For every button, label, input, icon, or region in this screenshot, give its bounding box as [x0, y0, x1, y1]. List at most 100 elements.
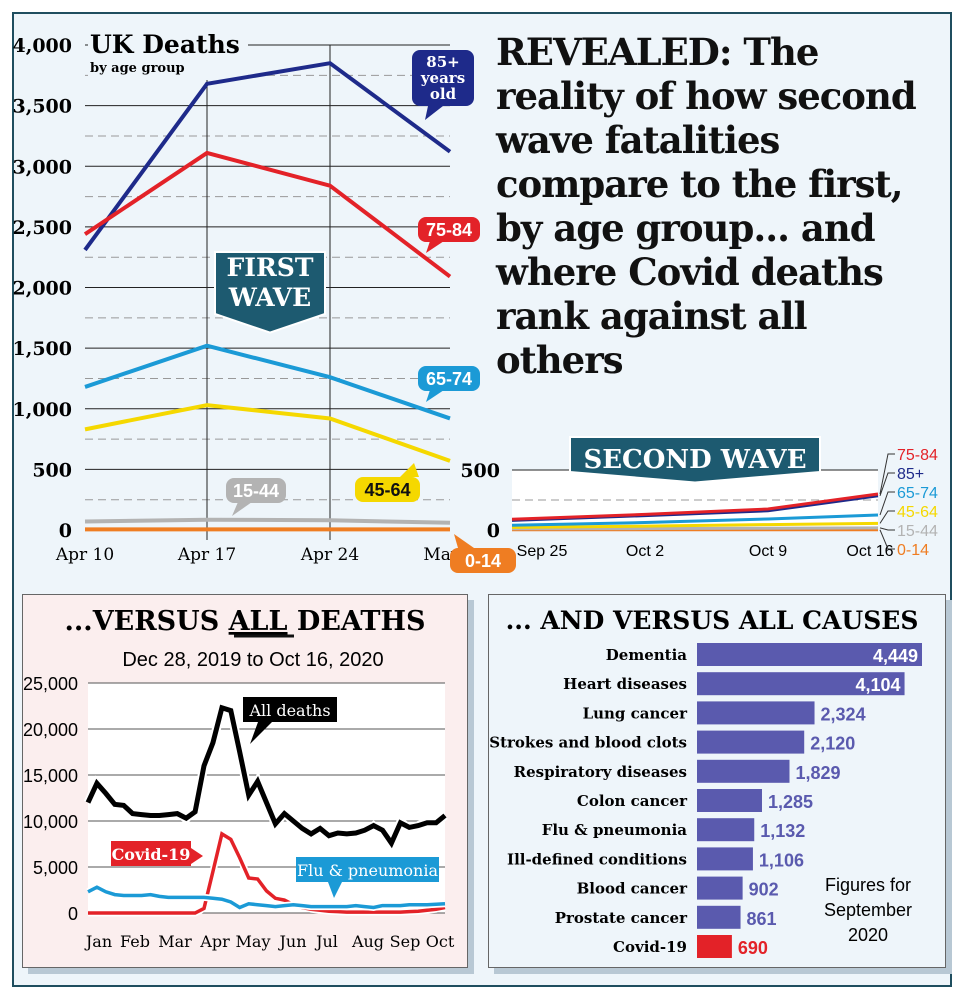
x-tick-label: Oct	[426, 932, 455, 951]
series-line-85-years-old	[83, 61, 452, 252]
series-label-tail	[328, 882, 342, 898]
x-tick-label: May	[236, 932, 271, 951]
bar-value-label: 1,829	[795, 763, 840, 783]
bar	[697, 847, 753, 871]
series-label-bubble-tail	[454, 534, 474, 548]
leader-line	[879, 527, 895, 531]
y-tick-label: 0	[68, 904, 78, 924]
series-line-75-84	[83, 150, 452, 279]
y-tick-label: 1,500	[13, 338, 73, 360]
y-tick-label: 20,000	[23, 720, 78, 740]
series-label: 45-64	[364, 480, 410, 500]
series-label: 15-44	[233, 481, 279, 501]
x-tick-label: Apr	[199, 932, 230, 951]
bar-category-label: Blood cancer	[577, 880, 689, 898]
y-tick-label: 1,000	[13, 399, 73, 421]
leader-line	[879, 453, 895, 495]
y-tick-label: 500	[32, 459, 72, 481]
series-line-15-44	[511, 526, 879, 531]
bar-value-label: 4,449	[873, 646, 918, 666]
series-label: 65-74	[897, 485, 938, 502]
bar-value-label: 1,285	[768, 792, 813, 812]
y-tick-label: 2,500	[13, 217, 73, 239]
y-tick-label: 10,000	[23, 812, 78, 832]
series-line-45-64	[511, 521, 879, 529]
series-label-tail	[191, 848, 203, 864]
series-label: 75-84	[426, 220, 472, 240]
series-label-box	[296, 857, 439, 882]
series-line-Flu-pneumonia	[87, 885, 446, 910]
bar-category-label: Covid-19	[613, 938, 687, 956]
leader-line	[879, 472, 895, 496]
second-wave-banner-shape	[569, 436, 821, 484]
series-label: 85+	[897, 466, 924, 483]
y-tick-label: 2,000	[13, 278, 73, 300]
x-tick-label: Feb	[120, 932, 150, 951]
title-part: ...VERSUS	[65, 606, 229, 637]
y-tick-label: 25,000	[23, 674, 78, 694]
series-line-65-74	[84, 343, 451, 421]
bar-category-label: Colon cancer	[577, 792, 688, 810]
series-label-bubble	[418, 217, 480, 242]
x-tick-label: Jun	[277, 932, 306, 951]
bar-value-label: 861	[747, 909, 777, 929]
bar-value-label: 1,132	[760, 821, 805, 841]
bar-value-label: 902	[749, 880, 779, 900]
series-label: 75-84	[897, 447, 938, 464]
bar-category-label: Strokes and blood clots	[489, 734, 687, 752]
title-part: ALL	[228, 606, 288, 637]
bar	[697, 730, 805, 754]
series-label: Covid-19	[112, 845, 191, 864]
leader-line	[879, 510, 895, 524]
first-wave-banner-text: FIRST	[227, 253, 314, 282]
bar-category-label: Heart diseases	[563, 675, 687, 693]
x-tick-label: Mar	[158, 932, 192, 951]
leader-line	[879, 529, 895, 550]
bar	[697, 643, 922, 666]
chart-title: ...VERSUS ALL DEATHS	[65, 606, 426, 637]
x-tick-label: Sep 25	[517, 543, 568, 560]
series-label-bubble-tail	[426, 241, 444, 253]
series-label-box	[243, 697, 337, 722]
series-label-bubble	[450, 548, 516, 573]
series-label: 0-14	[897, 542, 929, 559]
series-label: 65-74	[426, 369, 472, 389]
x-tick-label: Apr 24	[300, 545, 359, 565]
bar-category-label: Prostate cancer	[555, 909, 688, 927]
first-wave-banner-shape	[214, 251, 326, 334]
x-tick-label: Aug	[351, 932, 384, 951]
series-label-bubble	[355, 477, 420, 502]
x-tick-label: Jan	[84, 932, 112, 951]
y-tick-label: 0	[487, 520, 500, 542]
y-tick-label: 15,000	[23, 766, 78, 786]
y-tick-label: 4,000	[13, 35, 73, 57]
series-line-65-74	[511, 513, 879, 527]
series-line-All-deaths	[85, 704, 447, 849]
series-label: Flu & pneumonia	[297, 861, 438, 880]
bar	[697, 672, 905, 696]
series-label-85plus: 85+	[426, 53, 459, 71]
series-label-bubble-tail	[400, 463, 419, 477]
label-85plus	[412, 50, 474, 106]
y-tick-label: 5,000	[33, 858, 78, 878]
figures-note: Figures for	[825, 875, 911, 895]
x-tick-label: Sep	[390, 932, 421, 951]
series-label: 45-64	[897, 504, 938, 521]
bar-value-label: 1,106	[759, 850, 804, 870]
bar-category-label: Lung cancer	[583, 704, 689, 722]
series-label-bubble-tail	[232, 502, 252, 516]
series-label-85plus: years	[420, 69, 465, 87]
series-line-75-84	[511, 492, 879, 521]
series-label-tail	[250, 722, 272, 744]
bar	[697, 935, 732, 958]
bar-category-label: Ill-defined conditions	[507, 850, 687, 868]
y-tick-label: 3,000	[13, 156, 73, 178]
title-bg	[88, 30, 248, 80]
leader-line	[879, 491, 895, 516]
chart-subtitle: Dec 28, 2019 to Oct 16, 2020	[122, 649, 383, 671]
series-label-85plus: old	[430, 85, 457, 103]
second-wave-banner-text: SECOND WAVE	[583, 445, 806, 475]
bar-value-label: 4,104	[856, 675, 901, 695]
chart-title: UK Deaths	[90, 30, 240, 59]
